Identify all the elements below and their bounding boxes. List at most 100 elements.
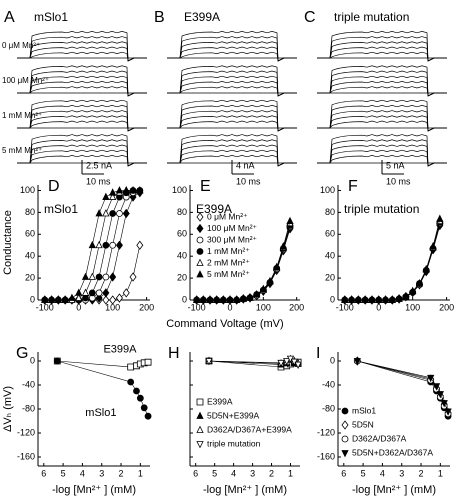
series-line xyxy=(344,221,441,301)
y-tick-label: -120 xyxy=(317,427,335,437)
scale-time: 10 ms xyxy=(386,176,411,186)
marker xyxy=(95,209,103,217)
y-tick-label: -40 xyxy=(322,379,335,389)
legend-label: E399A xyxy=(207,396,233,406)
legend-label: 5D5N+D362A/D367A xyxy=(352,447,433,457)
x-tick-label: 200 xyxy=(439,302,454,312)
y-tick-label: -80 xyxy=(22,403,35,413)
y-tick-label: -120 xyxy=(17,427,35,437)
marker xyxy=(133,387,140,395)
marker xyxy=(409,286,417,295)
legend-label: triple mutation xyxy=(207,438,261,448)
x-tick-label: 0 xyxy=(227,302,232,312)
legend-marker xyxy=(341,450,349,458)
x-tick-label: 1 xyxy=(438,468,443,478)
current-trace xyxy=(167,86,297,97)
y-tick-label: 60 xyxy=(325,229,335,239)
panel-letter: D xyxy=(48,178,60,195)
x-tick-label: 4 xyxy=(80,468,85,478)
x-tick-label: 4 xyxy=(231,468,236,478)
marker xyxy=(109,272,117,282)
current-trace xyxy=(317,155,447,167)
y-tick-label: 80 xyxy=(325,207,335,217)
marker xyxy=(102,209,110,217)
current-trace xyxy=(167,41,297,62)
legend-label: 300 μM Mn²⁺ xyxy=(207,234,258,244)
x-tick-label: 6 xyxy=(341,468,346,478)
current-trace xyxy=(317,139,447,167)
condition-label: 100 μM Mn²⁺ xyxy=(2,76,49,85)
marker xyxy=(205,358,213,366)
marker xyxy=(115,186,124,194)
marker xyxy=(395,294,403,302)
series-label: mSlo1 xyxy=(85,407,116,419)
current-trace xyxy=(167,75,297,97)
marker xyxy=(436,214,444,222)
x-tick-label: 2 xyxy=(269,468,274,478)
y-tick-label: 40 xyxy=(25,251,35,261)
x-tick-label: 6 xyxy=(193,468,198,478)
x-tick-label: 3 xyxy=(250,468,255,478)
panel-letter: B xyxy=(154,9,165,26)
marker xyxy=(88,240,96,249)
current-trace xyxy=(317,36,447,62)
marker xyxy=(129,272,137,282)
x-tick-label: -100 xyxy=(36,302,54,312)
current-trace xyxy=(17,41,147,62)
y-tick-label: 80 xyxy=(177,207,187,217)
marker xyxy=(436,391,444,399)
legend-marker xyxy=(196,223,204,234)
marker xyxy=(279,241,287,250)
marker xyxy=(102,295,110,305)
marker xyxy=(129,186,137,194)
x-tick-label: 5 xyxy=(361,468,366,478)
legend-marker xyxy=(341,407,349,415)
legend-label: 100 μM Mn²⁺ xyxy=(207,223,258,233)
marker xyxy=(136,186,144,194)
marker xyxy=(402,292,410,300)
marker xyxy=(415,279,424,287)
marker xyxy=(95,240,103,249)
current-trace xyxy=(317,41,447,62)
marker xyxy=(102,288,110,298)
marker xyxy=(429,241,437,250)
current-trace xyxy=(167,65,297,97)
marker xyxy=(81,272,90,280)
current-trace xyxy=(167,155,297,167)
x-tick-label: 3 xyxy=(99,468,104,478)
marker xyxy=(122,186,130,194)
current-trace xyxy=(317,46,447,62)
current-trace xyxy=(17,70,147,97)
marker xyxy=(422,264,430,273)
marker xyxy=(199,295,207,303)
series-line xyxy=(344,225,441,301)
y-tick-label: 20 xyxy=(325,272,335,282)
x-tick-label: 0 xyxy=(376,302,381,312)
marker xyxy=(140,404,148,412)
y-tick-label: 0 xyxy=(182,294,187,304)
current-trace xyxy=(17,139,147,167)
x-tick-label: 100 xyxy=(256,302,271,312)
y-tick-label: 60 xyxy=(25,229,35,239)
marker xyxy=(81,288,90,296)
chart-title: mSlo1 xyxy=(44,202,78,216)
marker xyxy=(82,294,89,302)
marker xyxy=(109,188,117,196)
marker xyxy=(354,295,363,303)
series-line xyxy=(344,222,441,301)
x-tick-label: 2 xyxy=(119,468,124,478)
marker xyxy=(219,295,227,303)
x-tick-label: 6 xyxy=(41,468,46,478)
chart-title: triple mutation xyxy=(344,202,419,216)
current-trace xyxy=(167,139,297,167)
y-tick-label: 20 xyxy=(177,272,187,282)
marker xyxy=(95,293,103,303)
marker xyxy=(122,288,130,298)
current-trace xyxy=(17,120,147,132)
x-tick-label: 3 xyxy=(399,468,404,478)
legend-marker xyxy=(196,270,204,278)
x-tick-label: 2 xyxy=(419,468,424,478)
legend-label: D362A/D367A xyxy=(352,433,407,443)
current-trace xyxy=(167,149,297,167)
y-axis-label: ΔVₕ (mV) xyxy=(2,386,14,432)
